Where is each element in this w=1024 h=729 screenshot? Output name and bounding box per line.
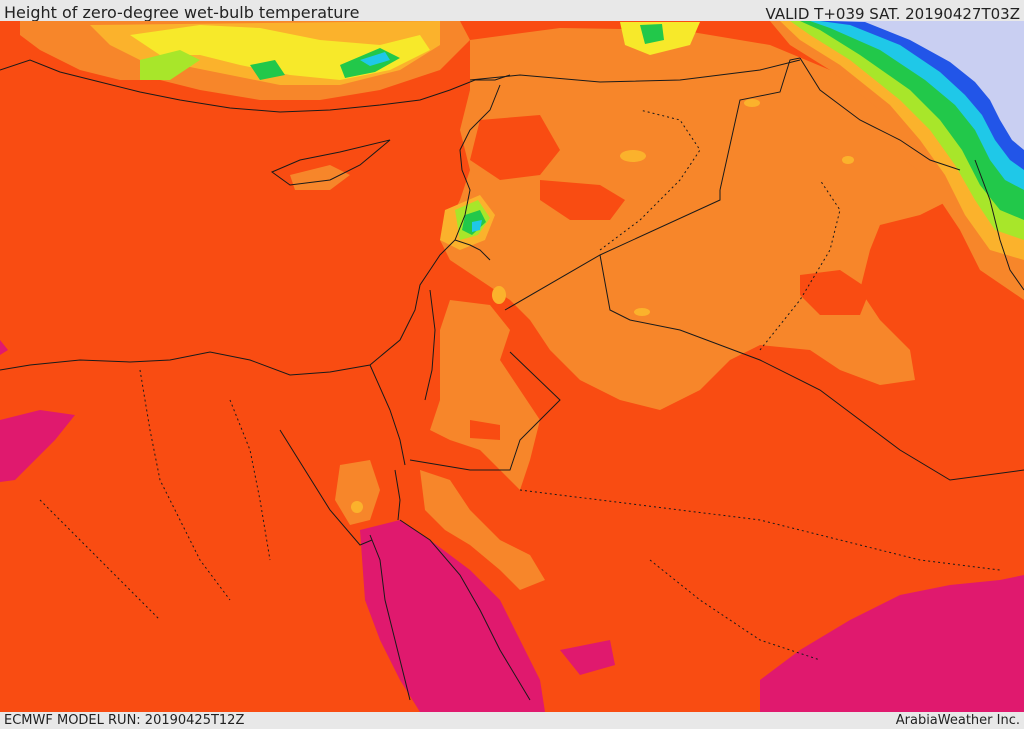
admin-border-4 bbox=[599, 109, 701, 251]
magenta-west bbox=[0, 410, 75, 482]
admin-borders bbox=[39, 109, 1001, 661]
light-orange-region-sinai bbox=[335, 460, 380, 525]
anatolia-band-green5 bbox=[640, 24, 664, 44]
coastline-persian-gulf bbox=[974, 159, 1024, 291]
model-run: ECMWF MODEL RUN: 20190425T12Z bbox=[4, 713, 245, 728]
coastline-cyprus bbox=[270, 139, 391, 186]
admin-border-3 bbox=[519, 489, 1001, 571]
magenta-patch-2 bbox=[0, 340, 8, 355]
coastline-redsea-west bbox=[369, 534, 411, 701]
borders bbox=[0, 57, 1024, 701]
coastline-gulf-aqaba bbox=[394, 469, 401, 521]
header-bar: Height of zero-degree wet-bulb temperatu… bbox=[0, 0, 1024, 23]
yellow-spot-2 bbox=[492, 286, 506, 304]
yellow-spot-4 bbox=[351, 501, 363, 513]
border-syria-iraq bbox=[599, 254, 1024, 481]
border-lebanon bbox=[454, 239, 491, 261]
coastline-redsea-east bbox=[399, 519, 531, 701]
admin-border-5 bbox=[759, 179, 841, 351]
coastline-anatolia bbox=[0, 59, 511, 113]
map-canvas bbox=[0, 21, 1024, 712]
magenta-southeast bbox=[760, 575, 1024, 712]
dark-patch-lebanon bbox=[470, 115, 560, 180]
admin-border-1 bbox=[139, 369, 231, 601]
border-iraq-iran bbox=[799, 57, 961, 171]
valid-time: VALID T+039 SAT. 20190427T03Z bbox=[765, 5, 1020, 23]
dark-patch-jordan bbox=[470, 420, 500, 440]
border-israel-jordan bbox=[424, 289, 436, 401]
magenta-patch-1 bbox=[560, 640, 615, 675]
anatolia-band-cyan bbox=[360, 52, 390, 66]
lebanon-cold-cyan bbox=[472, 220, 482, 232]
dark-patch-syria bbox=[540, 180, 625, 220]
light-orange-region-arabia bbox=[420, 470, 545, 590]
border-jordan-saudi bbox=[409, 351, 561, 471]
weather-map bbox=[0, 21, 1024, 712]
yellow-spot-1 bbox=[620, 150, 646, 162]
dark-patch-iraq bbox=[800, 270, 870, 315]
border-iraq-turkey bbox=[719, 57, 801, 191]
anatolia-band-green2 bbox=[250, 60, 285, 80]
border-egypt-israel bbox=[369, 364, 406, 466]
border-turkey-syria bbox=[469, 59, 801, 83]
anatolia-band-green1 bbox=[140, 50, 200, 80]
yellow-spot-3 bbox=[634, 308, 650, 316]
border-syria-jordan bbox=[504, 190, 721, 311]
light-orange-region-jordan bbox=[430, 300, 540, 490]
magenta-redsea bbox=[360, 520, 545, 712]
footer-bar: ECMWF MODEL RUN: 20190425T12Z ArabiaWeat… bbox=[0, 712, 1024, 729]
coastline-mediterranean bbox=[0, 84, 501, 376]
zagros-lavender bbox=[830, 21, 1024, 150]
admin-border-7 bbox=[39, 499, 161, 621]
coastline-gulf-suez bbox=[279, 429, 373, 546]
light-orange-region-cyprus bbox=[290, 165, 350, 190]
map-title: Height of zero-degree wet-bulb temperatu… bbox=[4, 3, 360, 22]
yellow-spot-5 bbox=[744, 99, 760, 107]
credit-label: ArabiaWeather Inc. bbox=[895, 713, 1020, 728]
yellow-spot-6 bbox=[842, 156, 854, 164]
admin-border-6 bbox=[649, 559, 821, 661]
admin-border-2 bbox=[229, 399, 271, 561]
